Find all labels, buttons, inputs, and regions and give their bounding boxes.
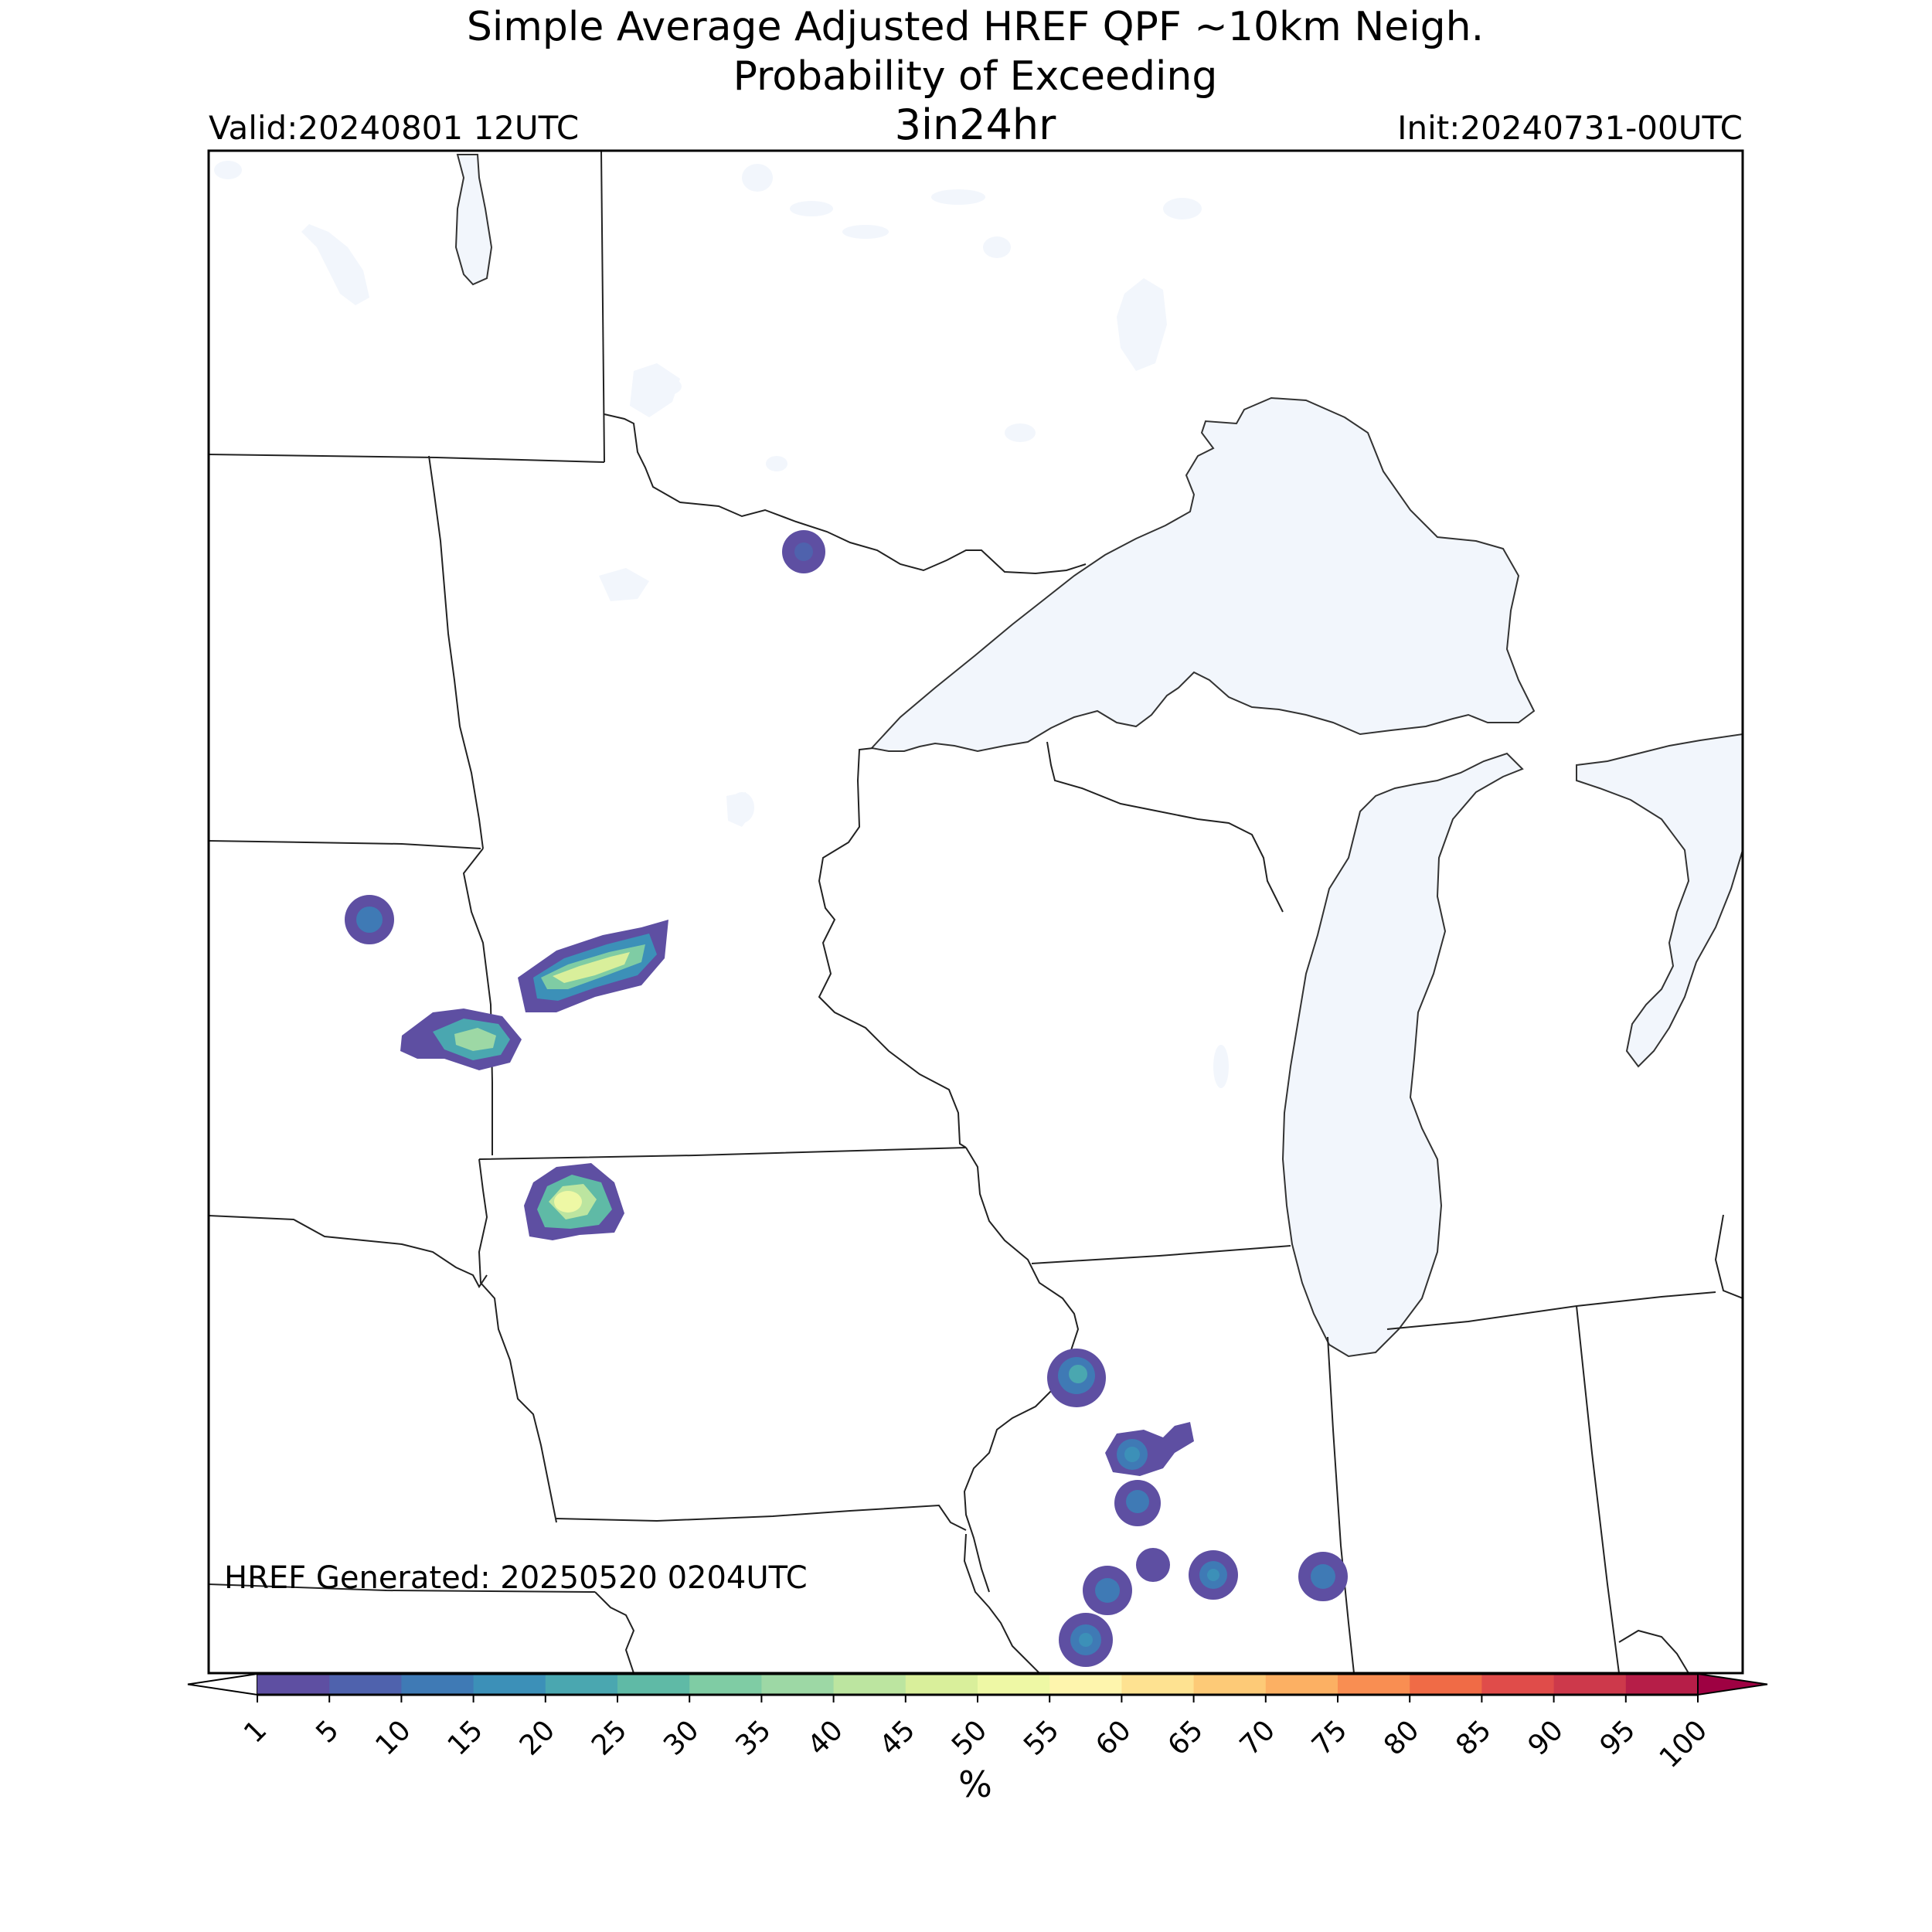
colorbar-tick-label: 45 (874, 1714, 921, 1761)
colorbar-segment (545, 1674, 618, 1695)
colorbar-segment (1049, 1674, 1122, 1695)
ia-mo-border (556, 1504, 967, 1531)
colorbar-tick-label: 65 (1162, 1714, 1209, 1761)
canada-us-border-west (209, 454, 605, 463)
mi-in-oh-border (1386, 1291, 1716, 1330)
indiana-cell (1298, 1552, 1348, 1601)
wi-il-border (1031, 1245, 1291, 1264)
in-oh-border (1576, 1305, 1620, 1673)
colorbar-segment (473, 1674, 546, 1695)
ohio-river (1618, 1629, 1689, 1673)
colorbar-tick-label: 30 (658, 1714, 705, 1761)
c-illinois-cell-c (1083, 1566, 1132, 1615)
colorbar-tick-label: 50 (946, 1714, 993, 1761)
mn-wi-border (818, 747, 967, 1148)
colorbar-tick-label: 55 (1018, 1714, 1065, 1761)
colorbar-tick-label: 20 (514, 1714, 561, 1761)
red-lake (599, 568, 649, 601)
lake-huron (1576, 733, 1743, 1068)
wi-mi-border (1046, 741, 1284, 913)
colorbar-segment (401, 1674, 474, 1695)
title-line1: Simple Average Adjusted HREF QPF ~10km N… (467, 4, 1484, 50)
great-lakes (301, 154, 1743, 1358)
colorbar-segment (689, 1674, 762, 1695)
manitoba-lake (301, 224, 369, 305)
colorbar-segment (978, 1674, 1050, 1695)
lake-superior (870, 396, 1536, 753)
ne-sd-border (209, 1215, 488, 1288)
il-mo-border (963, 1533, 1040, 1673)
n-illinois-cell-b (1114, 1480, 1161, 1526)
title-line2: Probability of Exceeding (733, 53, 1218, 100)
colorbar-segment (1410, 1674, 1482, 1695)
colorbar-segment (329, 1674, 402, 1695)
lake-winnipeg-south (454, 154, 493, 286)
il-in-border (1327, 1336, 1355, 1673)
colorbar-tick-label: 100 (1654, 1714, 1714, 1774)
colorbar-tick-label: 85 (1450, 1714, 1497, 1761)
c-illinois-cell-b (1189, 1550, 1238, 1600)
south-dakota-cell (345, 895, 394, 944)
sw-minnesota-band (518, 920, 668, 1012)
colorbar-segment (761, 1674, 835, 1695)
nw-iowa-cell (524, 1163, 624, 1240)
generated-timestamp: HREF Generated: 20250520 0204UTC (224, 1560, 808, 1596)
small-lakes (214, 161, 1229, 1088)
minnesota-arrowhead-cell (782, 530, 825, 573)
sd-ia-border (478, 1158, 557, 1523)
colorbar-tick-label: 95 (1594, 1714, 1641, 1761)
nd-mn-border (428, 455, 484, 849)
ne-south-dakota-cell (400, 1009, 522, 1070)
colorbar-unit-label: % (958, 1764, 992, 1805)
c-illinois-cell-a (1136, 1548, 1170, 1582)
canada-us-border-east (604, 413, 1087, 575)
colorbar-segment (833, 1674, 906, 1695)
colorbar-tick-label: 40 (802, 1714, 849, 1761)
map-panel (209, 151, 1743, 1673)
colorbar-tick-label: 75 (1306, 1714, 1353, 1761)
probability-cells (345, 530, 1348, 1667)
valid-time: Valid:20240801 12UTC (209, 109, 579, 147)
colorbar-tick-label: 10 (369, 1714, 417, 1761)
colorbar-tick-label: 70 (1234, 1714, 1281, 1761)
colorbar-segment (1265, 1674, 1338, 1695)
colorbar-tick-label: 25 (586, 1714, 633, 1761)
colorbar: 1 5 10 15 20 25 30 35 40 45 50 55 60 65 70 75 80 85 90 95 10… (187, 1672, 1768, 1774)
lake-michigan (1281, 752, 1524, 1358)
colorbar-segment (905, 1674, 978, 1695)
borders (209, 151, 1743, 1673)
colorbar-segment (1338, 1674, 1410, 1695)
sd-nd-border (209, 840, 481, 849)
colorbar-segment (1481, 1674, 1555, 1695)
colorbar-tick-label: 35 (730, 1714, 777, 1761)
colorbar-segment (257, 1674, 330, 1695)
mn-ia-border (478, 1147, 967, 1160)
s-illinois-cell (1059, 1613, 1113, 1667)
colorbar-segment (1193, 1674, 1267, 1695)
colorbar-segment (1625, 1674, 1699, 1695)
colorbar-segment (617, 1674, 690, 1695)
colorbar-tick-label: 60 (1090, 1714, 1137, 1761)
colorbar-under-extend (187, 1672, 258, 1696)
colorbar-tick-label: 15 (442, 1714, 489, 1761)
ne-mo-border (209, 1583, 596, 1593)
colorbar-tick-label: 1 (238, 1714, 273, 1749)
threshold-title: 3in24hr (895, 100, 1057, 149)
colorbar-segment (1553, 1674, 1627, 1695)
n-illinois-cell-a (1105, 1422, 1194, 1476)
colorbar-tick-label: 5 (310, 1714, 345, 1749)
mo-river (594, 1591, 635, 1673)
colorbar-segment (1121, 1674, 1195, 1695)
nw-illinois-cell (1047, 1349, 1106, 1407)
colorbar-tick-label: 90 (1522, 1714, 1570, 1761)
init-time: Init:20240731-00UTC (1397, 109, 1743, 147)
lake-nipigon (1117, 278, 1167, 371)
colorbar-tick-label: 80 (1378, 1714, 1425, 1761)
ontario-border-east (1714, 1214, 1743, 1299)
manitoba-ontario-border (600, 151, 605, 463)
map-background (209, 151, 1743, 1673)
sd-mn-border (462, 848, 493, 1155)
colorbar-over-extend (1697, 1672, 1768, 1696)
